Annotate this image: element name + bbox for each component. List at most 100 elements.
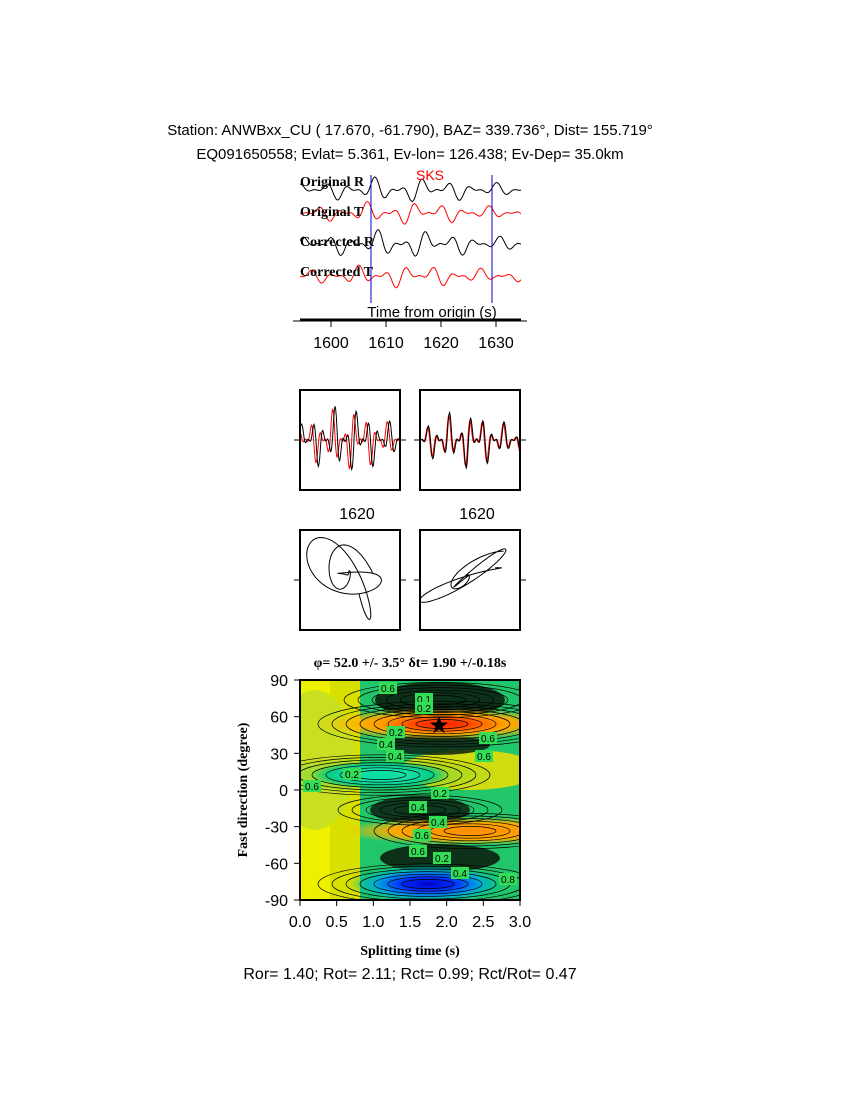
contour-label: 0.4 <box>429 816 447 829</box>
y-tick-label: -30 <box>265 820 288 837</box>
contour-label: 0.8 <box>499 873 517 886</box>
best-fit-star <box>430 716 448 734</box>
contour-line <box>343 682 520 718</box>
contour-label: 0.2 <box>415 702 433 715</box>
contour-line <box>359 708 520 740</box>
contour-label: 0.6 <box>413 829 431 842</box>
particle-motion-after <box>414 529 526 631</box>
svg-text:0.4: 0.4 <box>379 740 393 751</box>
label-corrected-r: Corrected R <box>300 235 375 250</box>
trace-corrected-r <box>300 229 521 257</box>
contour-label: 0.4 <box>451 867 469 880</box>
label-original-t: Original T <box>300 205 364 220</box>
grid-title: φ= 52.0 +/- 3.5° δt= 1.90 +/-0.18s <box>314 656 507 671</box>
contour-line <box>371 687 509 713</box>
contour-line <box>300 759 463 791</box>
contour-line <box>331 866 520 900</box>
grid-xlabel: Splitting time (s) <box>360 944 460 959</box>
svg-text:0.4: 0.4 <box>411 803 425 814</box>
contour-label: 0.6 <box>479 732 497 745</box>
waveform-overlay-before <box>294 389 406 491</box>
y-tick-label: 90 <box>270 673 288 690</box>
svg-text:0.2: 0.2 <box>433 789 447 800</box>
contour-label: 0.4 <box>377 738 395 751</box>
contour-line <box>337 794 503 826</box>
y-tick-label: -90 <box>265 893 288 910</box>
svg-text:0.4: 0.4 <box>453 869 467 880</box>
contour-line <box>351 797 489 823</box>
svg-text:0.6: 0.6 <box>415 831 429 842</box>
contour-line <box>345 706 520 742</box>
contour-line <box>357 684 520 716</box>
svg-text:0.8: 0.8 <box>501 875 515 886</box>
svg-text:0.6: 0.6 <box>305 782 319 793</box>
y-tick-label: 60 <box>270 710 288 727</box>
svg-text:0.2: 0.2 <box>389 728 403 739</box>
header-event: EQ091650558; Evlat= 5.361, Ev-lon= 126.4… <box>196 146 623 163</box>
waveform-tick-left: 1620 <box>339 506 375 523</box>
contour-line <box>373 813 520 849</box>
contour-line <box>443 826 497 836</box>
contour-line <box>300 757 477 793</box>
contour-line <box>387 713 497 735</box>
waveform-overlay-after <box>414 389 526 491</box>
trace-tick-1620: 1620 <box>423 335 459 352</box>
label-corrected-t: Corrected T <box>300 265 374 280</box>
x-tick-label: 1.0 <box>362 914 384 931</box>
contour-label: 0.6 <box>409 845 427 858</box>
svg-text:0.6: 0.6 <box>411 847 425 858</box>
y-tick-label: 30 <box>270 746 288 763</box>
contour-label: 0.6 <box>475 750 493 763</box>
trace-panel: Original R Original T Corrected R Correc… <box>293 167 527 352</box>
trace-corrected-t <box>300 264 521 289</box>
trace-tick-1630: 1630 <box>478 335 514 352</box>
contour-line <box>401 879 455 889</box>
particle-motion-before <box>294 529 406 631</box>
contour-label: 0.2 <box>431 787 449 800</box>
contour-line <box>317 863 520 900</box>
x-tick-label: 2.5 <box>472 914 494 931</box>
footer-ratios: Ror= 1.40; Rot= 2.11; Rct= 0.99; Rct/Rot… <box>243 966 576 983</box>
contour-label: 0.6 <box>303 780 321 793</box>
contour-line <box>317 700 520 748</box>
contour-line <box>387 815 520 847</box>
y-tick-label: 0 <box>279 783 288 800</box>
contour-line <box>399 692 481 708</box>
y-tick-label: -60 <box>265 856 288 873</box>
contour-line <box>373 873 483 895</box>
contour-line <box>339 767 421 783</box>
contour-label: 0.6 <box>379 682 397 695</box>
phase-label: SKS <box>416 167 444 183</box>
contour-line <box>325 764 435 786</box>
x-tick-label: 0.5 <box>326 914 348 931</box>
contour-line <box>331 703 520 745</box>
contour-label: 0.4 <box>409 801 427 814</box>
trace-original-r <box>300 176 521 203</box>
header-station: Station: ANWBxx_CU ( 17.670, -61.790), B… <box>167 122 653 139</box>
grid-search-heatmap: 0.60.10.20.40.20.60.4 0.60.20.40.20.40.60… <box>265 673 531 931</box>
svg-text:0.6: 0.6 <box>477 752 491 763</box>
contour-label: 0.2 <box>343 768 361 781</box>
trace-tick-1610: 1610 <box>368 335 404 352</box>
svg-text:0.4: 0.4 <box>431 818 445 829</box>
svg-text:0.2: 0.2 <box>435 854 449 865</box>
label-original-r: Original R <box>300 175 365 190</box>
contour-line <box>387 876 469 892</box>
x-tick-label: 2.0 <box>436 914 458 931</box>
svg-text:0.6: 0.6 <box>381 684 395 695</box>
contour-line <box>365 799 475 821</box>
trace-tick-1600: 1600 <box>313 335 349 352</box>
svg-text:0.6: 0.6 <box>481 734 495 745</box>
waveform-tick-right: 1620 <box>459 506 495 523</box>
x-tick-label: 3.0 <box>509 914 531 931</box>
svg-text:0.2: 0.2 <box>345 770 359 781</box>
contour-line <box>385 689 495 711</box>
x-tick-label: 0.0 <box>289 914 311 931</box>
trace-original-t <box>300 201 521 225</box>
svg-text:0.4: 0.4 <box>388 752 402 763</box>
contour-label: 0.2 <box>433 852 451 865</box>
contour-label: 0.4 <box>386 750 404 763</box>
svg-text:0.1: 0.1 <box>417 695 431 706</box>
contour-line <box>311 762 449 788</box>
